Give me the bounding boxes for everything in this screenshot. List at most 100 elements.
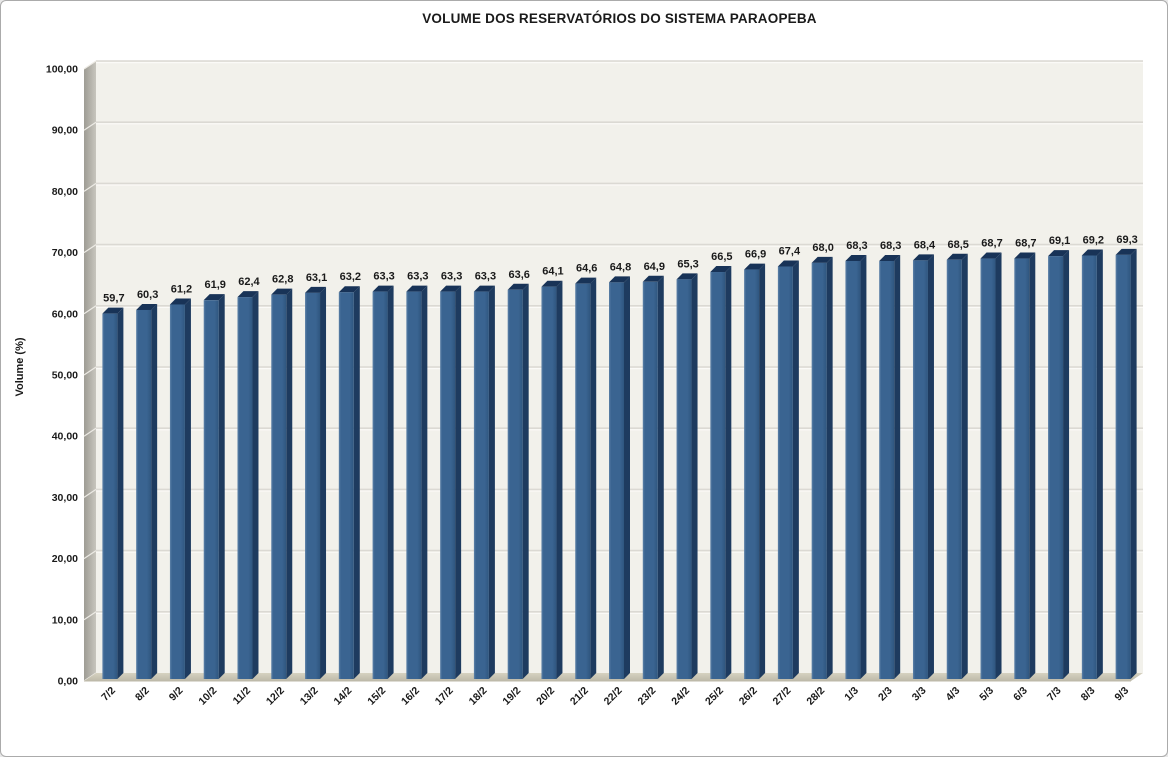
bar <box>203 300 219 679</box>
bar <box>271 294 287 679</box>
bar-value-label: 59,7 <box>103 293 124 305</box>
bar-value-label: 63,1 <box>306 272 327 284</box>
x-tick-label: 22/2 <box>602 685 625 708</box>
bar-side-face <box>151 303 158 679</box>
bar-side-face <box>1029 252 1036 679</box>
bar <box>473 291 489 679</box>
bar-side-face <box>218 294 225 679</box>
wall-gridline <box>83 182 97 192</box>
bar-side-face <box>624 276 630 679</box>
bar-top-face <box>338 286 360 293</box>
bar-top-face <box>879 255 901 262</box>
bar-top-face <box>271 288 293 295</box>
wall-gridline <box>83 488 97 498</box>
bar-value-label: 66,9 <box>745 249 766 261</box>
bar-top-face <box>305 286 327 293</box>
x-tick-label: 10/2 <box>196 685 219 708</box>
bar <box>136 309 152 679</box>
wall-gridline <box>83 611 97 621</box>
x-tick-label: 8/2 <box>133 685 152 704</box>
bar-side-face <box>488 285 495 679</box>
y-tick-label: 0,00 <box>58 676 79 688</box>
x-tick-label: 23/2 <box>635 685 658 708</box>
x-tick-label: 9/2 <box>167 685 186 704</box>
bar-value-label: 64,8 <box>610 261 631 273</box>
bar <box>169 304 185 679</box>
x-tick-label: 27/2 <box>771 685 794 708</box>
bar-side-face <box>522 283 529 679</box>
bar-top-face <box>575 277 597 284</box>
bar-top-face <box>980 252 1002 259</box>
bar <box>1081 255 1097 679</box>
bar-top-face <box>1081 249 1103 256</box>
x-tick-label: 1/3 <box>842 685 861 704</box>
x-tick-label: 18/2 <box>467 685 490 708</box>
bar-value-label: 61,2 <box>171 283 192 295</box>
bar-top-face <box>642 275 664 282</box>
bar-top-face <box>777 260 799 267</box>
x-tick-label: 20/2 <box>534 685 557 708</box>
bar-top-face <box>102 307 124 314</box>
chart-title: VOLUME DOS RESERVATÓRIOS DO SISTEMA PARA… <box>422 11 817 26</box>
x-tick-label: 21/2 <box>568 685 591 708</box>
wall-gridline <box>83 121 97 131</box>
bar-value-label: 63,6 <box>508 269 529 281</box>
wall-gridline <box>83 305 97 315</box>
x-tick-label: 7/3 <box>1045 685 1064 704</box>
bar-side-face <box>691 273 698 679</box>
bar-top-face <box>1048 250 1070 257</box>
bar-side-face <box>1130 248 1137 679</box>
y-tick-label: 100,00 <box>46 64 78 76</box>
bar-value-label: 69,3 <box>1116 234 1137 246</box>
x-tick-label: 3/3 <box>910 685 929 704</box>
wall-gridline <box>83 244 97 254</box>
bar-side-face <box>252 291 259 679</box>
bar-top-face <box>169 298 191 305</box>
x-tick-label: 14/2 <box>331 685 354 708</box>
bar-value-label: 68,7 <box>1015 238 1036 250</box>
bar-value-label: 67,4 <box>779 246 801 258</box>
bar-top-face <box>609 276 630 283</box>
x-tick-label: 15/2 <box>365 685 388 708</box>
bar-value-label: 68,7 <box>981 238 1002 250</box>
bar-top-face <box>1014 252 1036 259</box>
bar-top-face <box>203 294 225 301</box>
bar <box>744 269 760 679</box>
bar-value-label: 64,9 <box>644 261 665 273</box>
bar-side-face <box>1096 249 1103 679</box>
bar-value-label: 63,2 <box>340 271 361 283</box>
x-tick-label: 28/2 <box>804 685 827 708</box>
bar <box>777 266 793 679</box>
bar-value-label: 63,3 <box>475 271 496 283</box>
bar-side-face <box>759 263 766 679</box>
bar <box>102 313 118 679</box>
bar-side-face <box>995 252 1002 679</box>
bar-value-label: 68,0 <box>812 242 833 254</box>
y-tick-label: 10,00 <box>52 614 78 626</box>
bar-value-label: 61,9 <box>204 279 225 291</box>
bar <box>946 259 962 679</box>
bar <box>406 291 422 679</box>
wall-gridline <box>83 427 97 437</box>
bar-side-face <box>556 280 563 679</box>
bar-top-face <box>372 285 394 292</box>
wall-gridline <box>83 366 97 376</box>
bar-side-face <box>286 288 293 679</box>
x-tick-label: 24/2 <box>669 685 692 708</box>
bar <box>1048 256 1064 679</box>
x-tick-label: 25/2 <box>703 685 726 708</box>
wall-gridline <box>83 550 97 560</box>
x-tick-label: 4/3 <box>944 685 963 704</box>
bar-side-face <box>184 298 191 679</box>
bar-value-label: 63,3 <box>373 271 394 283</box>
bar <box>575 283 591 679</box>
bar <box>440 291 456 679</box>
y-tick-label: 30,00 <box>52 492 78 504</box>
bar-top-face <box>1115 248 1137 255</box>
x-tick-label: 2/3 <box>876 685 895 704</box>
bar-side-face <box>590 277 597 679</box>
bar <box>372 291 388 679</box>
bar-value-label: 68,5 <box>948 239 969 251</box>
bar-value-label: 69,2 <box>1083 234 1104 246</box>
